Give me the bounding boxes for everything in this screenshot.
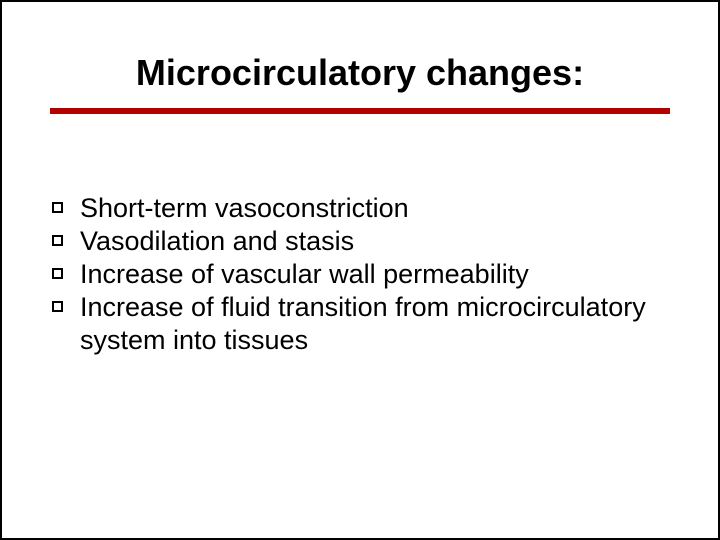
title-underline: [50, 108, 670, 114]
slide-title: Microcirculatory changes:: [2, 52, 718, 94]
slide: Microcirculatory changes: Short-term vas…: [0, 0, 720, 540]
list-item-text: Increase of vascular wall permeability: [80, 258, 678, 291]
list-item-text: Short-term vasoconstriction: [80, 192, 678, 225]
list-item-text: Vasodilation and stasis: [80, 225, 678, 258]
list-item: Increase of vascular wall permeability: [52, 258, 678, 291]
list-item-text: Increase of fluid transition from microc…: [80, 291, 678, 357]
list-item: Short-term vasoconstriction: [52, 192, 678, 225]
content-area: Short-term vasoconstriction Vasodilation…: [52, 192, 678, 357]
square-bullet-icon: [52, 258, 80, 279]
square-bullet-icon: [52, 192, 80, 213]
square-bullet-icon: [52, 291, 80, 312]
list-item: Vasodilation and stasis: [52, 225, 678, 258]
square-bullet-icon: [52, 225, 80, 246]
list-item: Increase of fluid transition from microc…: [52, 291, 678, 357]
